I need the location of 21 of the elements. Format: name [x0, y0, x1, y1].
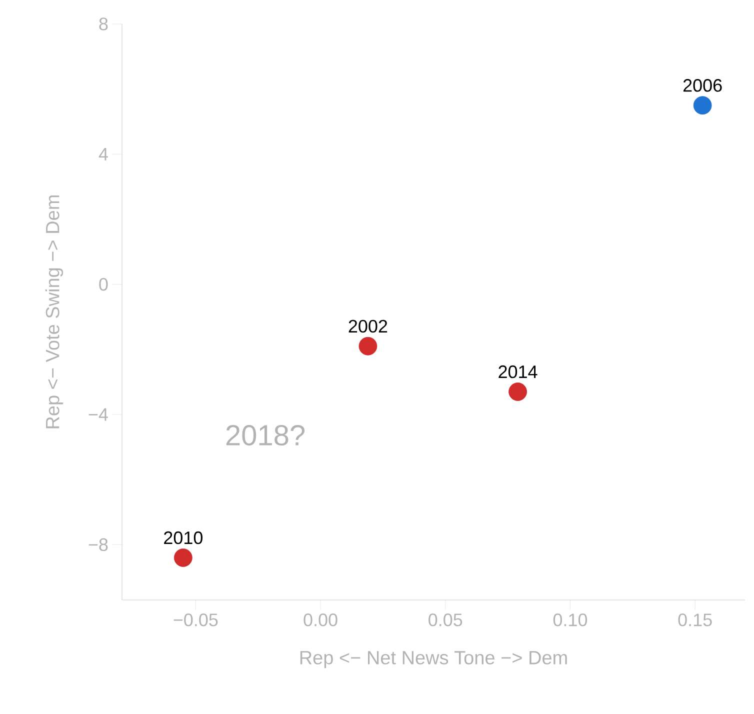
annotation: 2018?: [226, 424, 305, 446]
x-tick-label: 0.10: [553, 614, 588, 626]
annotation: 2014: [498, 365, 538, 378]
y-tick-label: 4: [98, 148, 108, 160]
point: [174, 548, 192, 567]
point: [358, 336, 378, 356]
annotation: 2006: [683, 79, 722, 92]
x-tick-label: 0.15: [678, 614, 712, 626]
point: [508, 382, 527, 401]
y-tick-label: −8: [88, 538, 108, 552]
point: [693, 96, 712, 115]
x-tick-label: −0.05: [174, 614, 218, 626]
y-tick-label: −4: [88, 408, 108, 421]
y-axis-title: Rep <− Vote Swing −> Dem: [45, 196, 64, 428]
annotation: 2002: [348, 320, 388, 333]
x-axis-title: Rep <− Net News Tone −> Dem: [300, 651, 567, 668]
x-tick-label: 0.00: [304, 614, 338, 626]
x-tick-label: 0.05: [428, 614, 462, 626]
y-tick-label: 8: [99, 18, 108, 30]
y-tick-label: 0: [99, 278, 108, 291]
annotation: 2010: [164, 531, 202, 544]
